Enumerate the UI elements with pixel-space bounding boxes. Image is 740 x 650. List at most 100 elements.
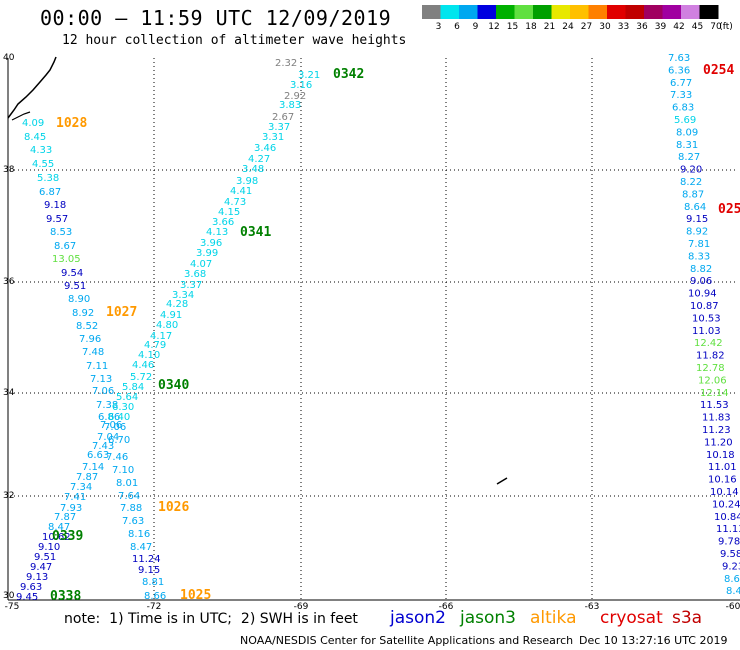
swh-value: 13.05 xyxy=(52,254,81,265)
swh-value: 11.53 xyxy=(700,400,729,411)
swh-value: 12.14 xyxy=(700,388,729,399)
pass-label: 1026 xyxy=(158,500,189,515)
pass-label: 0339 xyxy=(52,529,83,544)
swh-value: 4.15 xyxy=(218,207,240,218)
swh-value: 6.40 xyxy=(108,412,130,423)
swh-value: 4.10 xyxy=(138,350,160,361)
swh-value: 8.92 xyxy=(72,308,94,319)
swh-value: 4.46 xyxy=(132,360,154,371)
swh-value: 4.41 xyxy=(230,186,252,197)
credit-right: Dec 10 13:27:16 UTC 2019 xyxy=(579,634,728,647)
scale-label: 33 xyxy=(617,22,630,32)
swh-value: 12.78 xyxy=(696,363,725,374)
swh-value: 9.23 xyxy=(722,561,740,572)
swh-value: 6.87 xyxy=(39,187,61,198)
swh-value: 8.47 xyxy=(130,542,152,553)
scale-swatch xyxy=(422,5,441,19)
swh-value: 8.67 xyxy=(54,241,76,252)
swh-value: 7.06 xyxy=(100,420,122,431)
scale-swatch xyxy=(588,5,608,19)
swh-value: 11.01 xyxy=(708,462,737,473)
swh-value: 3.37 xyxy=(180,280,202,291)
swh-value: 6.36 xyxy=(668,65,690,76)
swh-value: 8.90 xyxy=(68,294,90,305)
pass-label: 1025 xyxy=(180,588,211,603)
y-tick-label: 40 xyxy=(3,53,15,63)
swh-value: 5.72 xyxy=(130,372,152,383)
swh-value: 4.27 xyxy=(248,154,270,165)
swh-value: 12.06 xyxy=(698,375,727,386)
x-tick-label: -72 xyxy=(146,602,162,612)
swh-value: 3.99 xyxy=(196,248,218,259)
scale-label: 70 xyxy=(710,22,722,32)
swh-value: 3.31 xyxy=(262,132,284,143)
scale-swatch xyxy=(496,5,515,19)
swh-value: 9.54 xyxy=(61,268,83,279)
swh-value: 3.46 xyxy=(254,143,276,154)
scale-label: 18 xyxy=(525,22,537,32)
y-tick-label: 30 xyxy=(3,591,15,601)
swh-value: 4.73 xyxy=(224,197,246,208)
swh-value: 8.09 xyxy=(676,127,698,138)
swh-value: 4.13 xyxy=(206,227,228,238)
scale-swatch xyxy=(699,5,719,19)
swh-value: 5.84 xyxy=(122,382,144,393)
swh-value: 2.32 xyxy=(275,58,297,69)
x-tick-label: -60 xyxy=(725,602,740,612)
swh-value: 7.88 xyxy=(120,503,142,514)
scale-swatch xyxy=(459,5,478,19)
swh-value: 8.27 xyxy=(678,152,700,163)
swh-value: 9.63 xyxy=(20,582,42,593)
legend-jason2: jason2 xyxy=(390,608,446,628)
swh-value: 3.83 xyxy=(279,100,301,111)
scale-label: 42 xyxy=(673,22,685,32)
swh-value: 11.82 xyxy=(696,351,725,362)
swh-value: 7.81 xyxy=(688,239,710,250)
swh-value: 4.09 xyxy=(22,118,44,129)
scale-swatch xyxy=(570,5,589,19)
swh-value: 4.28 xyxy=(166,299,188,310)
swh-value: 10.24 xyxy=(712,499,740,510)
swh-value: 7.04 xyxy=(97,432,119,443)
y-tick-label: 36 xyxy=(3,277,15,287)
swh-value: 10.18 xyxy=(706,450,735,461)
swh-value: 9.47 xyxy=(30,562,52,573)
swh-value: 8.47 xyxy=(48,522,70,533)
swh-value: 12.42 xyxy=(694,338,723,349)
pass-label: 0340 xyxy=(158,378,189,393)
scale-swatch xyxy=(662,5,682,19)
swh-value: 9.51 xyxy=(64,281,86,292)
swh-value: 4.91 xyxy=(160,310,182,321)
swh-value: 2.92 xyxy=(284,91,306,102)
swh-value: 9.78 xyxy=(718,537,740,548)
swh-value: 8.53 xyxy=(50,227,72,238)
footer-note: note: 1) Time is in UTC; 2) SWH is in fe… xyxy=(64,611,358,627)
track-values: 4.098.454.334.555.386.879.189.578.538.67… xyxy=(16,53,740,603)
swh-value: 9.18 xyxy=(44,200,66,211)
scale-label: 9 xyxy=(472,22,479,32)
swh-value: 6.77 xyxy=(670,78,692,89)
legend-s3a: s3a xyxy=(672,608,703,628)
swh-value: 9.20 xyxy=(680,165,702,176)
scale-label: 27 xyxy=(580,22,593,32)
scale-swatch xyxy=(551,5,571,19)
scale-label: 15 xyxy=(506,22,519,32)
swh-value: 7.06 xyxy=(92,386,114,397)
swh-value: 7.14 xyxy=(82,462,104,473)
swh-value: 7.93 xyxy=(60,503,82,514)
pass-label: 0254 xyxy=(703,63,734,78)
scale-label: 39 xyxy=(654,22,667,32)
x-tick-label: -69 xyxy=(293,602,309,612)
y-tick-label: 34 xyxy=(3,388,15,398)
swh-value: 7.33 xyxy=(670,90,692,101)
swh-value: 7.06 xyxy=(104,422,126,433)
swh-value: 6.30 xyxy=(112,402,134,413)
swh-value: 9.10 xyxy=(38,542,60,553)
swh-value: 10.94 xyxy=(688,289,717,300)
swh-value: 10.14 xyxy=(710,487,739,498)
color-scale-bar xyxy=(422,5,719,19)
swh-value: 8.33 xyxy=(688,251,710,262)
swh-value: 4.80 xyxy=(156,320,178,331)
scale-label: 6 xyxy=(454,22,460,32)
